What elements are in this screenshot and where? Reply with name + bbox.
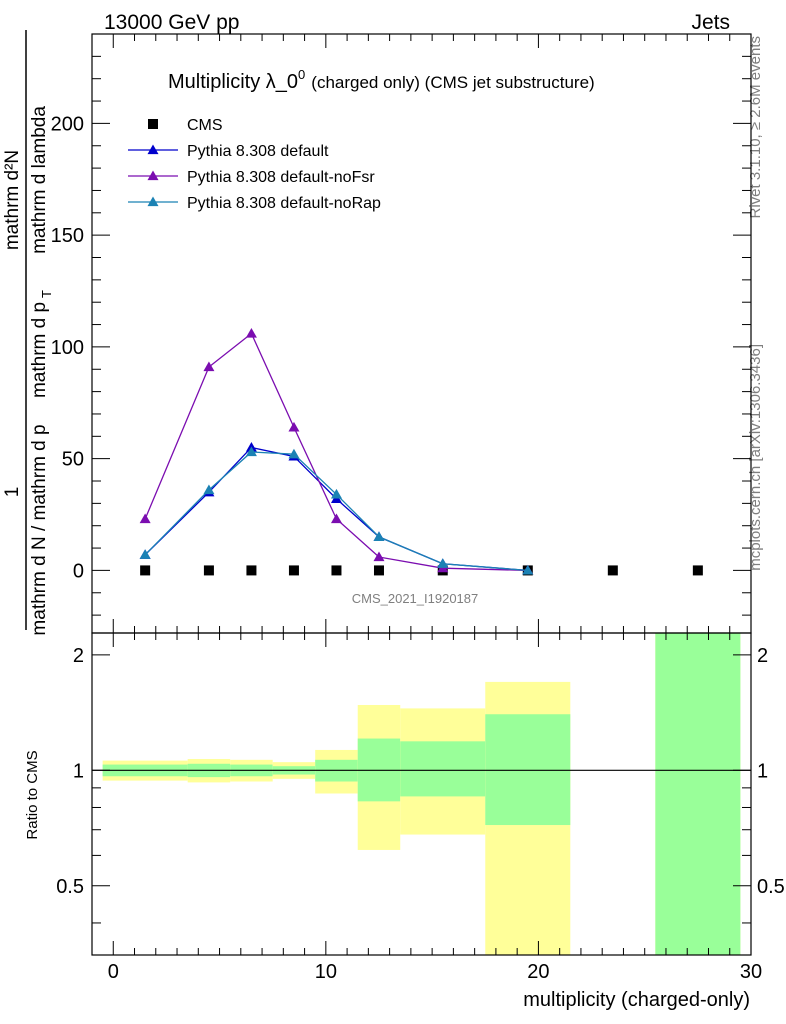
legend-marker xyxy=(147,196,159,207)
series-2 xyxy=(139,328,534,575)
cms-point-4 xyxy=(331,565,342,576)
ylabel-denominator-tail: mathrm d p xyxy=(29,302,50,398)
header-left: 13000 GeV pp xyxy=(104,11,239,34)
series-3-point-1 xyxy=(203,484,215,495)
series-3-point-0 xyxy=(139,549,151,559)
x-tick-label: 20 xyxy=(527,961,549,983)
series-1 xyxy=(139,441,534,575)
x-tick-label: 0 xyxy=(108,961,119,983)
cms-point-8 xyxy=(607,565,618,576)
series-2-point-2 xyxy=(245,328,257,338)
ylabel-sub: T xyxy=(39,290,54,298)
series-0 xyxy=(140,565,703,576)
upper-y-tick-label: 100 xyxy=(51,337,84,359)
upper-y-tick-label: 150 xyxy=(51,225,84,247)
legend: CMS Pythia 8.308 default Pythia 8.308 defa… xyxy=(128,117,381,212)
series-2-point-1 xyxy=(203,361,215,372)
x-tick-label: 30 xyxy=(740,961,762,983)
cms-point-0 xyxy=(140,565,151,576)
series-2-point-4 xyxy=(330,513,342,524)
ratio-bands xyxy=(92,633,751,955)
analysis-watermark: CMS_2021_I1920187 xyxy=(352,591,479,606)
legend-label: CMS xyxy=(187,117,223,134)
upper-title-main: Multiplicity λ_0 xyxy=(168,71,298,93)
series-2-point-3 xyxy=(288,421,300,432)
lower-ylabel: Ratio to CMS xyxy=(24,750,41,839)
series-3-point-5 xyxy=(373,531,385,542)
upper-y-tick-label: 200 xyxy=(51,113,84,135)
series-3-point-6 xyxy=(437,558,449,568)
header-right: Jets xyxy=(691,11,730,34)
series-line-3 xyxy=(144,451,528,572)
cms-point-2 xyxy=(246,565,257,576)
cms-point-5 xyxy=(373,565,384,576)
x-tick-label: 10 xyxy=(315,961,337,983)
mcplots-label: mcplots.cern.ch [arXiv:1306.3436] xyxy=(747,344,764,571)
cms-point-3 xyxy=(288,565,299,576)
series-line-2 xyxy=(144,332,528,572)
series-line-1 xyxy=(144,446,528,572)
lower-frame xyxy=(91,632,752,956)
series-3 xyxy=(139,446,534,575)
legend-entry-3: Pythia 8.308 default-noRap xyxy=(128,195,381,212)
cms-point-9 xyxy=(692,565,703,576)
lower-xlabel: multiplicity (charged-only) xyxy=(523,989,750,1011)
lower-y-tick-label-right: 2 xyxy=(757,645,768,667)
ratio-inner-band-8 xyxy=(655,633,741,955)
upper-title-note: (charged only) (CMS jet substructure) xyxy=(311,73,594,92)
legend-marker xyxy=(148,119,158,129)
series-2-point-5 xyxy=(373,551,385,562)
legend-marker xyxy=(147,144,159,155)
ylabel-denominator: mathrm d N / mathrm d p xyxy=(29,424,50,635)
lower-y-tick-label-right: 1 xyxy=(757,760,768,782)
ylabel-denominator-end: mathrm d lambda xyxy=(29,106,50,254)
legend-marker xyxy=(147,170,159,181)
legend-entry-2: Pythia 8.308 default-noFsr xyxy=(128,169,375,186)
upper-y-tick-label: 50 xyxy=(62,449,84,471)
series-3-point-7 xyxy=(522,564,534,575)
ylabel-numerator: mathrm d²N xyxy=(2,150,23,250)
ratio-inner-band-7 xyxy=(485,714,571,826)
legend-label: Pythia 8.308 default-noFsr xyxy=(187,169,375,186)
series-3-point-3 xyxy=(288,448,300,459)
legend-label: Pythia 8.308 default-noRap xyxy=(187,195,381,212)
upper-title: Multiplicity λ_00 (charged only) (CMS jet… xyxy=(168,67,595,93)
series-2-point-0 xyxy=(139,513,151,524)
rivet-version-label: Rivet 3.1.10, ≥ 2.6M events xyxy=(747,36,764,219)
lower-y-tick-label: 2 xyxy=(73,645,84,667)
series-3-point-4 xyxy=(330,488,342,499)
lower-y-tick-label: 0.5 xyxy=(56,876,84,898)
legend-entry-1: Pythia 8.308 default xyxy=(128,143,329,160)
legend-entry-0: CMS xyxy=(148,117,223,134)
cms-point-1 xyxy=(203,565,214,576)
ratio-inner-band-6 xyxy=(400,741,486,797)
upper-series-marks xyxy=(139,328,703,576)
legend-label: Pythia 8.308 default xyxy=(187,143,329,160)
ylabel-num-unit: 1 xyxy=(2,487,23,498)
lower-y-tick-label-right: 0.5 xyxy=(757,876,785,898)
upper-title-sup: 0 xyxy=(298,67,305,82)
lower-y-tick-label: 1 xyxy=(73,760,84,782)
series-3-point-2 xyxy=(245,446,257,457)
upper-y-tick-label: 0 xyxy=(73,560,84,582)
upper-ylabel: 1 mathrm d²N mathrm d N / mathrm d p mat… xyxy=(2,30,54,636)
